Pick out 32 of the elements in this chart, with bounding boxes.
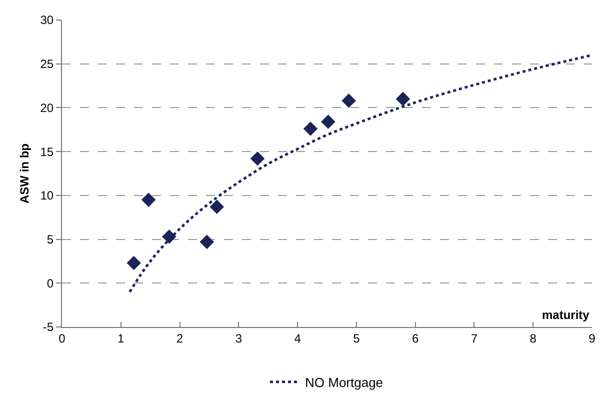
x-axis-title: maturity <box>542 308 590 322</box>
y-tick-label: 20 <box>40 100 54 115</box>
point <box>126 256 141 270</box>
x-tick-label: 6 <box>412 331 419 346</box>
x-tick-label: 4 <box>294 331 302 346</box>
point <box>250 151 265 166</box>
legend-label: NO Mortgage <box>305 374 384 390</box>
line-series <box>128 54 592 294</box>
x-tick-label: 1 <box>118 331 125 346</box>
y-tick-label: 15 <box>40 144 54 159</box>
point <box>321 114 336 129</box>
y-tick-label: 0 <box>46 276 54 290</box>
x-tick-label: 2 <box>176 331 184 346</box>
x-tick-label: 8 <box>530 331 537 346</box>
y-tick-label: 5 <box>46 232 54 246</box>
x-tick-label: 5 <box>353 331 360 346</box>
y-tick-label: -5 <box>42 320 54 334</box>
y-tick-label: 10 <box>40 188 54 203</box>
point <box>210 200 224 214</box>
y-tick-label: 25 <box>40 57 54 72</box>
point <box>162 230 176 244</box>
x-tick-label: 9 <box>588 331 596 346</box>
point <box>200 234 214 250</box>
point <box>396 92 410 106</box>
point <box>342 94 356 108</box>
x-tick-label: 7 <box>470 331 478 346</box>
y-tick-label: 30 <box>40 13 54 28</box>
x-tick-label: 0 <box>58 331 66 346</box>
x-tick-label: 3 <box>235 331 242 346</box>
y-axis-title: ASW in bp <box>18 144 32 204</box>
point <box>303 122 318 136</box>
point <box>141 192 156 207</box>
